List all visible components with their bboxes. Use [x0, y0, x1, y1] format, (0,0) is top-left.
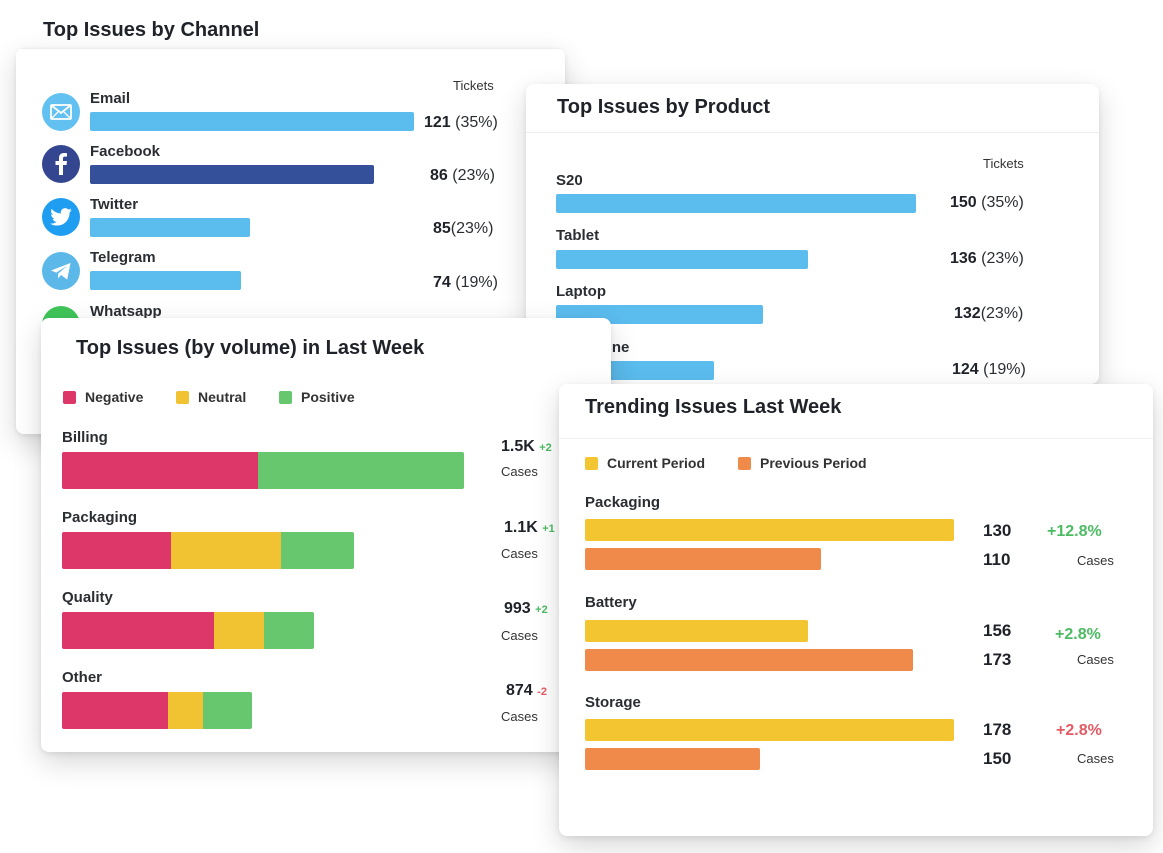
trend-label-storage: Storage: [585, 694, 641, 711]
volume-label-quality: Quality: [62, 589, 113, 606]
channel-label-twitter: Twitter: [90, 196, 139, 213]
trend-label-packaging: Packaging: [585, 494, 661, 511]
trending-card: Trending Issues Last Week Current Period…: [559, 384, 1153, 836]
channel-label-telegram: Telegram: [90, 249, 156, 266]
channel-value-facebook: 86 (23%): [430, 167, 495, 184]
neutral-segment: [168, 692, 204, 729]
positive-segment: [281, 532, 354, 569]
product-header-divider: [526, 132, 1099, 133]
channel-value-email: 121 (35%): [424, 114, 498, 131]
channel-value-telegram: 74 (19%): [433, 274, 498, 291]
product-bar-s20: [556, 194, 916, 213]
volume-card: Top Issues (by volume) in Last Week Nega…: [41, 318, 611, 752]
legend-positive-swatch: [279, 391, 292, 404]
telegram-icon: [42, 252, 80, 290]
product-value-laptop: 132(23%): [954, 305, 1024, 322]
trend-change-packaging: +12.8%: [1047, 523, 1102, 540]
volume-stack-billing: [62, 452, 464, 489]
trend-current-packaging: 130: [983, 521, 1012, 540]
volume-card-title: Top Issues (by volume) in Last Week: [76, 337, 425, 359]
volume-value-billing: 1.5K +2: [501, 438, 552, 455]
legend-negative-swatch: [63, 391, 76, 404]
trend-bar-current-packaging: [585, 519, 954, 541]
channel-bar-email: [90, 112, 414, 131]
product-label-tablet: Tablet: [556, 227, 600, 244]
legend-previous-swatch: [738, 457, 751, 470]
channel-label-facebook: Facebook: [90, 143, 161, 160]
negative-segment: [62, 612, 214, 649]
volume-stack-other: [62, 692, 253, 729]
legend-neutral-label: Neutral: [198, 389, 247, 405]
product-value-s20: 150 (35%): [950, 194, 1024, 211]
legend-neutral-swatch: [176, 391, 189, 404]
trend-previous-battery: 173: [983, 650, 1012, 669]
channel-value-twitter: 85(23%): [433, 220, 494, 237]
negative-segment: [62, 692, 169, 729]
trend-unit-packaging: Cases: [1077, 553, 1114, 568]
volume-label-other: Other: [62, 669, 103, 686]
volume-value-packaging: 1.1K +1: [504, 519, 555, 536]
channel-bar-telegram: [90, 271, 241, 290]
trending-header-divider: [559, 438, 1153, 439]
volume-value-other: 874 -2: [506, 682, 547, 699]
volume-stack-packaging: [62, 532, 354, 569]
trend-bar-previous-battery: [585, 649, 914, 671]
trend-current-battery: 156: [983, 621, 1012, 640]
trend-unit-storage: Cases: [1077, 751, 1114, 766]
neutral-segment: [213, 612, 264, 649]
facebook-icon: [42, 145, 80, 183]
channel-card-header-divider: [16, 48, 565, 49]
legend-current-swatch: [585, 457, 598, 470]
trend-unit-battery: Cases: [1077, 652, 1114, 667]
channel-tickets-header: Tickets: [453, 78, 494, 93]
channel-bar-facebook: [90, 165, 374, 184]
legend-current-label: Current Period: [607, 455, 706, 471]
trend-label-battery: Battery: [585, 594, 637, 611]
volume-label-billing: Billing: [62, 429, 108, 446]
trend-current-storage: 178: [983, 720, 1012, 739]
negative-segment: [62, 532, 172, 569]
legend-previous-label: Previous Period: [760, 455, 867, 471]
negative-segment: [62, 452, 258, 489]
product-card-title: Top Issues by Product: [557, 96, 770, 118]
product-value-tablet: 136 (23%): [950, 250, 1024, 267]
product-label-laptop: Laptop: [556, 283, 606, 300]
email-icon: [42, 93, 80, 131]
trend-bar-current-storage: [585, 719, 954, 741]
trend-bar-previous-packaging: [585, 548, 822, 570]
trend-change-battery: +2.8%: [1055, 626, 1101, 643]
volume-unit-billing: Cases: [501, 464, 538, 479]
twitter-icon: [42, 198, 80, 236]
volume-unit-packaging: Cases: [501, 546, 538, 561]
trend-previous-packaging: 110: [983, 550, 1011, 569]
volume-unit-quality: Cases: [501, 628, 538, 643]
trend-previous-storage: 150: [983, 749, 1012, 768]
legend-positive-label: Positive: [301, 389, 355, 405]
legend-negative-label: Negative: [85, 389, 144, 405]
positive-segment: [257, 452, 464, 489]
channel-label-email: Email: [90, 90, 131, 107]
trending-card-title: Trending Issues Last Week: [585, 396, 842, 418]
product-tickets-header: Tickets: [983, 156, 1024, 171]
product-value-machine: 124 (19%): [952, 361, 1026, 378]
channel-bar-twitter: [90, 218, 251, 237]
channel-label-whatsapp: Whatsapp: [90, 303, 162, 320]
volume-label-packaging: Packaging: [62, 509, 138, 526]
volume-value-quality: 993 +2: [504, 600, 548, 617]
product-label-s20: S20: [556, 172, 583, 189]
channel-card-title: Top Issues by Channel: [43, 19, 260, 41]
volume-unit-other: Cases: [501, 709, 538, 724]
neutral-segment: [171, 532, 282, 569]
positive-segment: [263, 612, 314, 649]
product-bar-tablet: [556, 250, 808, 269]
positive-segment: [203, 692, 253, 729]
volume-stack-quality: [62, 612, 314, 649]
trend-bar-current-battery: [585, 620, 809, 642]
trend-change-storage: +2.8%: [1056, 722, 1102, 739]
product-card: Top Issues by Product Tickets S20 150 (3…: [526, 84, 1099, 384]
trend-bar-previous-storage: [585, 748, 761, 770]
